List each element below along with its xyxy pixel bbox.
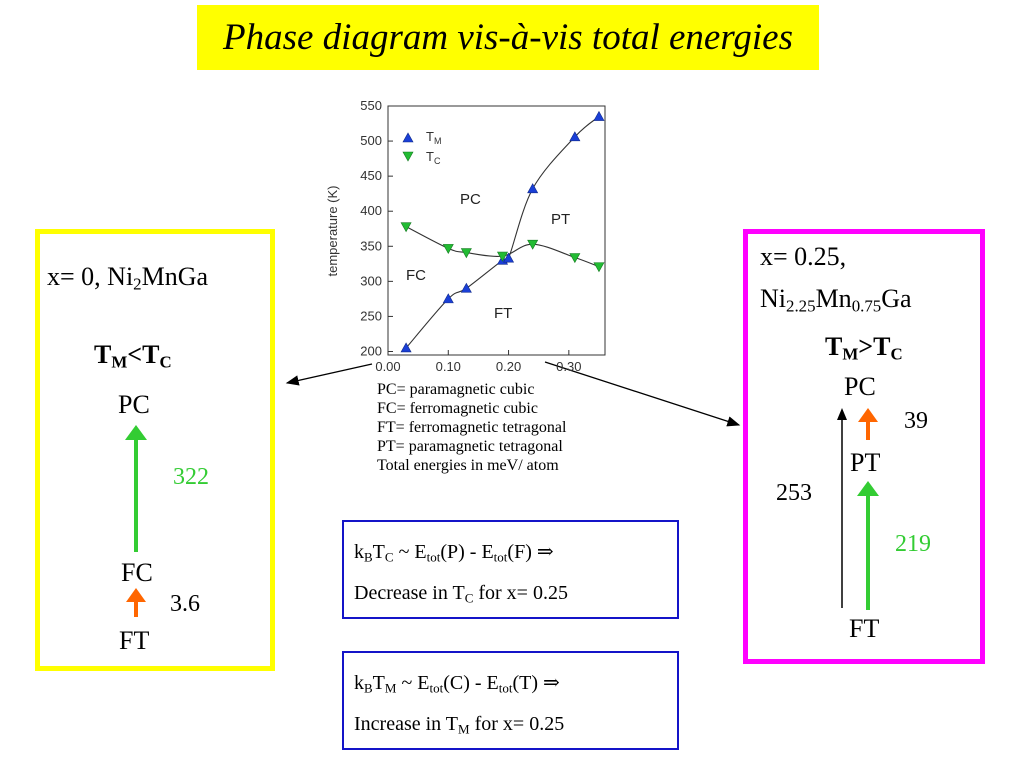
left-composition: x= 0, Ni2MnGa bbox=[47, 262, 209, 294]
left-panel bbox=[35, 229, 275, 671]
equation-box-tc: kBTC ~ Etot(P) - Etot(F) ⇒ Decrease in T… bbox=[342, 520, 679, 619]
legend-label-tm: TM bbox=[426, 129, 441, 146]
x-tick-label: 0.00 bbox=[375, 359, 400, 374]
legend-energy-unit: Total energies in meV/ atom bbox=[377, 457, 559, 474]
right-arrow-pt-to-pc bbox=[858, 408, 878, 440]
legend-ft: FT= ferromagnetic tetragonal bbox=[377, 419, 567, 436]
tc-point bbox=[593, 262, 605, 273]
tc-point bbox=[460, 248, 472, 259]
right-panel bbox=[743, 229, 985, 664]
left-phase-pc: PC bbox=[118, 390, 150, 419]
left-arrow-fc-to-pc bbox=[125, 425, 147, 552]
eq2-conclusion: Increase in TM for x= 0.25 bbox=[354, 713, 565, 737]
chart-legend: TM TC bbox=[402, 129, 441, 166]
x-tick-label: 0.10 bbox=[436, 359, 461, 374]
tm-point bbox=[569, 131, 581, 142]
right-arrow-total bbox=[837, 408, 847, 608]
y-tick-label: 450 bbox=[360, 168, 382, 183]
eq1-formula: kBTC ~ Etot(P) - Etot(F) ⇒ bbox=[354, 541, 554, 565]
y-tick-label: 500 bbox=[360, 133, 382, 148]
left-energy-pc-fc: 322 bbox=[173, 464, 209, 490]
y-tick-label: 300 bbox=[360, 273, 382, 288]
left-arrow-ft-to-fc bbox=[126, 588, 146, 617]
tm-point bbox=[503, 252, 515, 263]
plot-frame bbox=[387, 105, 606, 356]
region-label-fc: FC bbox=[406, 267, 426, 284]
right-composition-line2: Ni2.25Mn0.75Ga bbox=[760, 284, 912, 316]
right-relation: TM>TC bbox=[825, 332, 903, 364]
eq1-conclusion: Decrease in TC for x= 0.25 bbox=[354, 582, 568, 606]
axis-ticks: 0.00 0.10 0.20 0.30 200 250 300 350 400 450 500 550 bbox=[360, 98, 581, 374]
right-energy-pt-ft: 219 bbox=[895, 531, 931, 557]
tc-point bbox=[497, 251, 509, 262]
region-label-pc: PC bbox=[460, 191, 481, 208]
eq2-formula: kBTM ~ Etot(C) - Etot(T) ⇒ bbox=[354, 672, 560, 696]
y-tick-label: 350 bbox=[360, 238, 382, 253]
legend-pc: PC= paramagnetic cubic bbox=[377, 381, 535, 398]
tm-point bbox=[527, 183, 539, 194]
legend-marker-tc bbox=[402, 151, 414, 162]
right-energy-pc-pt: 39 bbox=[904, 408, 928, 434]
title-text: Phase diagram vis-à-vis total energies bbox=[223, 17, 793, 58]
tm-point bbox=[593, 110, 605, 121]
region-label-pt: PT bbox=[551, 211, 570, 228]
tm-point bbox=[460, 282, 472, 293]
legend-pt: PT= paramagnetic tetragonal bbox=[377, 438, 563, 455]
legend-fc: FC= ferromagnetic cubic bbox=[377, 400, 538, 417]
page-title: Phase diagram vis-à-vis total energies bbox=[197, 5, 819, 70]
y-tick-label: 400 bbox=[360, 203, 382, 218]
left-relation: TM<TC bbox=[94, 340, 172, 372]
tc-point bbox=[442, 244, 454, 255]
tm-point bbox=[442, 293, 454, 304]
data-points bbox=[400, 110, 605, 353]
phase-legend: PC= paramagnetic cubic FC= ferromagnetic… bbox=[377, 380, 566, 475]
right-arrow-ft-to-pt bbox=[857, 481, 879, 610]
pointer-to-left-panel bbox=[285, 363, 373, 386]
y-tick-label: 550 bbox=[360, 98, 382, 113]
right-energy-total: 253 bbox=[776, 480, 812, 506]
region-label-ft: FT bbox=[494, 305, 512, 322]
pointer-to-right-panel bbox=[544, 361, 741, 427]
tc-point bbox=[400, 222, 412, 233]
tc-point bbox=[569, 253, 581, 264]
tc-point bbox=[527, 239, 539, 250]
legend-marker-tm bbox=[402, 132, 414, 143]
x-tick-label: 0.20 bbox=[496, 359, 521, 374]
right-phase-ft: FT bbox=[849, 614, 880, 643]
left-energy-fc-ft: 3.6 bbox=[170, 591, 200, 617]
right-phase-pt: PT bbox=[850, 448, 881, 477]
equation-box-tm: kBTM ~ Etot(C) - Etot(T) ⇒ Increase in T… bbox=[342, 651, 679, 750]
left-phase-fc: FC bbox=[121, 558, 153, 587]
legend-label-tc: TC bbox=[426, 149, 441, 166]
y-tick-label: 250 bbox=[360, 308, 382, 323]
y-axis-label: temperature (K) bbox=[325, 185, 340, 276]
phase-chart: temperature (K) 0.00 0.10 0.20 0.30 200 250 30… bbox=[325, 98, 606, 374]
right-phase-pc: PC bbox=[844, 372, 876, 401]
x-tick-label: 0.30 bbox=[556, 359, 581, 374]
tm-point bbox=[400, 342, 412, 353]
right-composition-line1: x= 0.25, bbox=[760, 242, 847, 271]
left-phase-ft: FT bbox=[119, 626, 150, 655]
y-tick-label: 200 bbox=[360, 343, 382, 358]
